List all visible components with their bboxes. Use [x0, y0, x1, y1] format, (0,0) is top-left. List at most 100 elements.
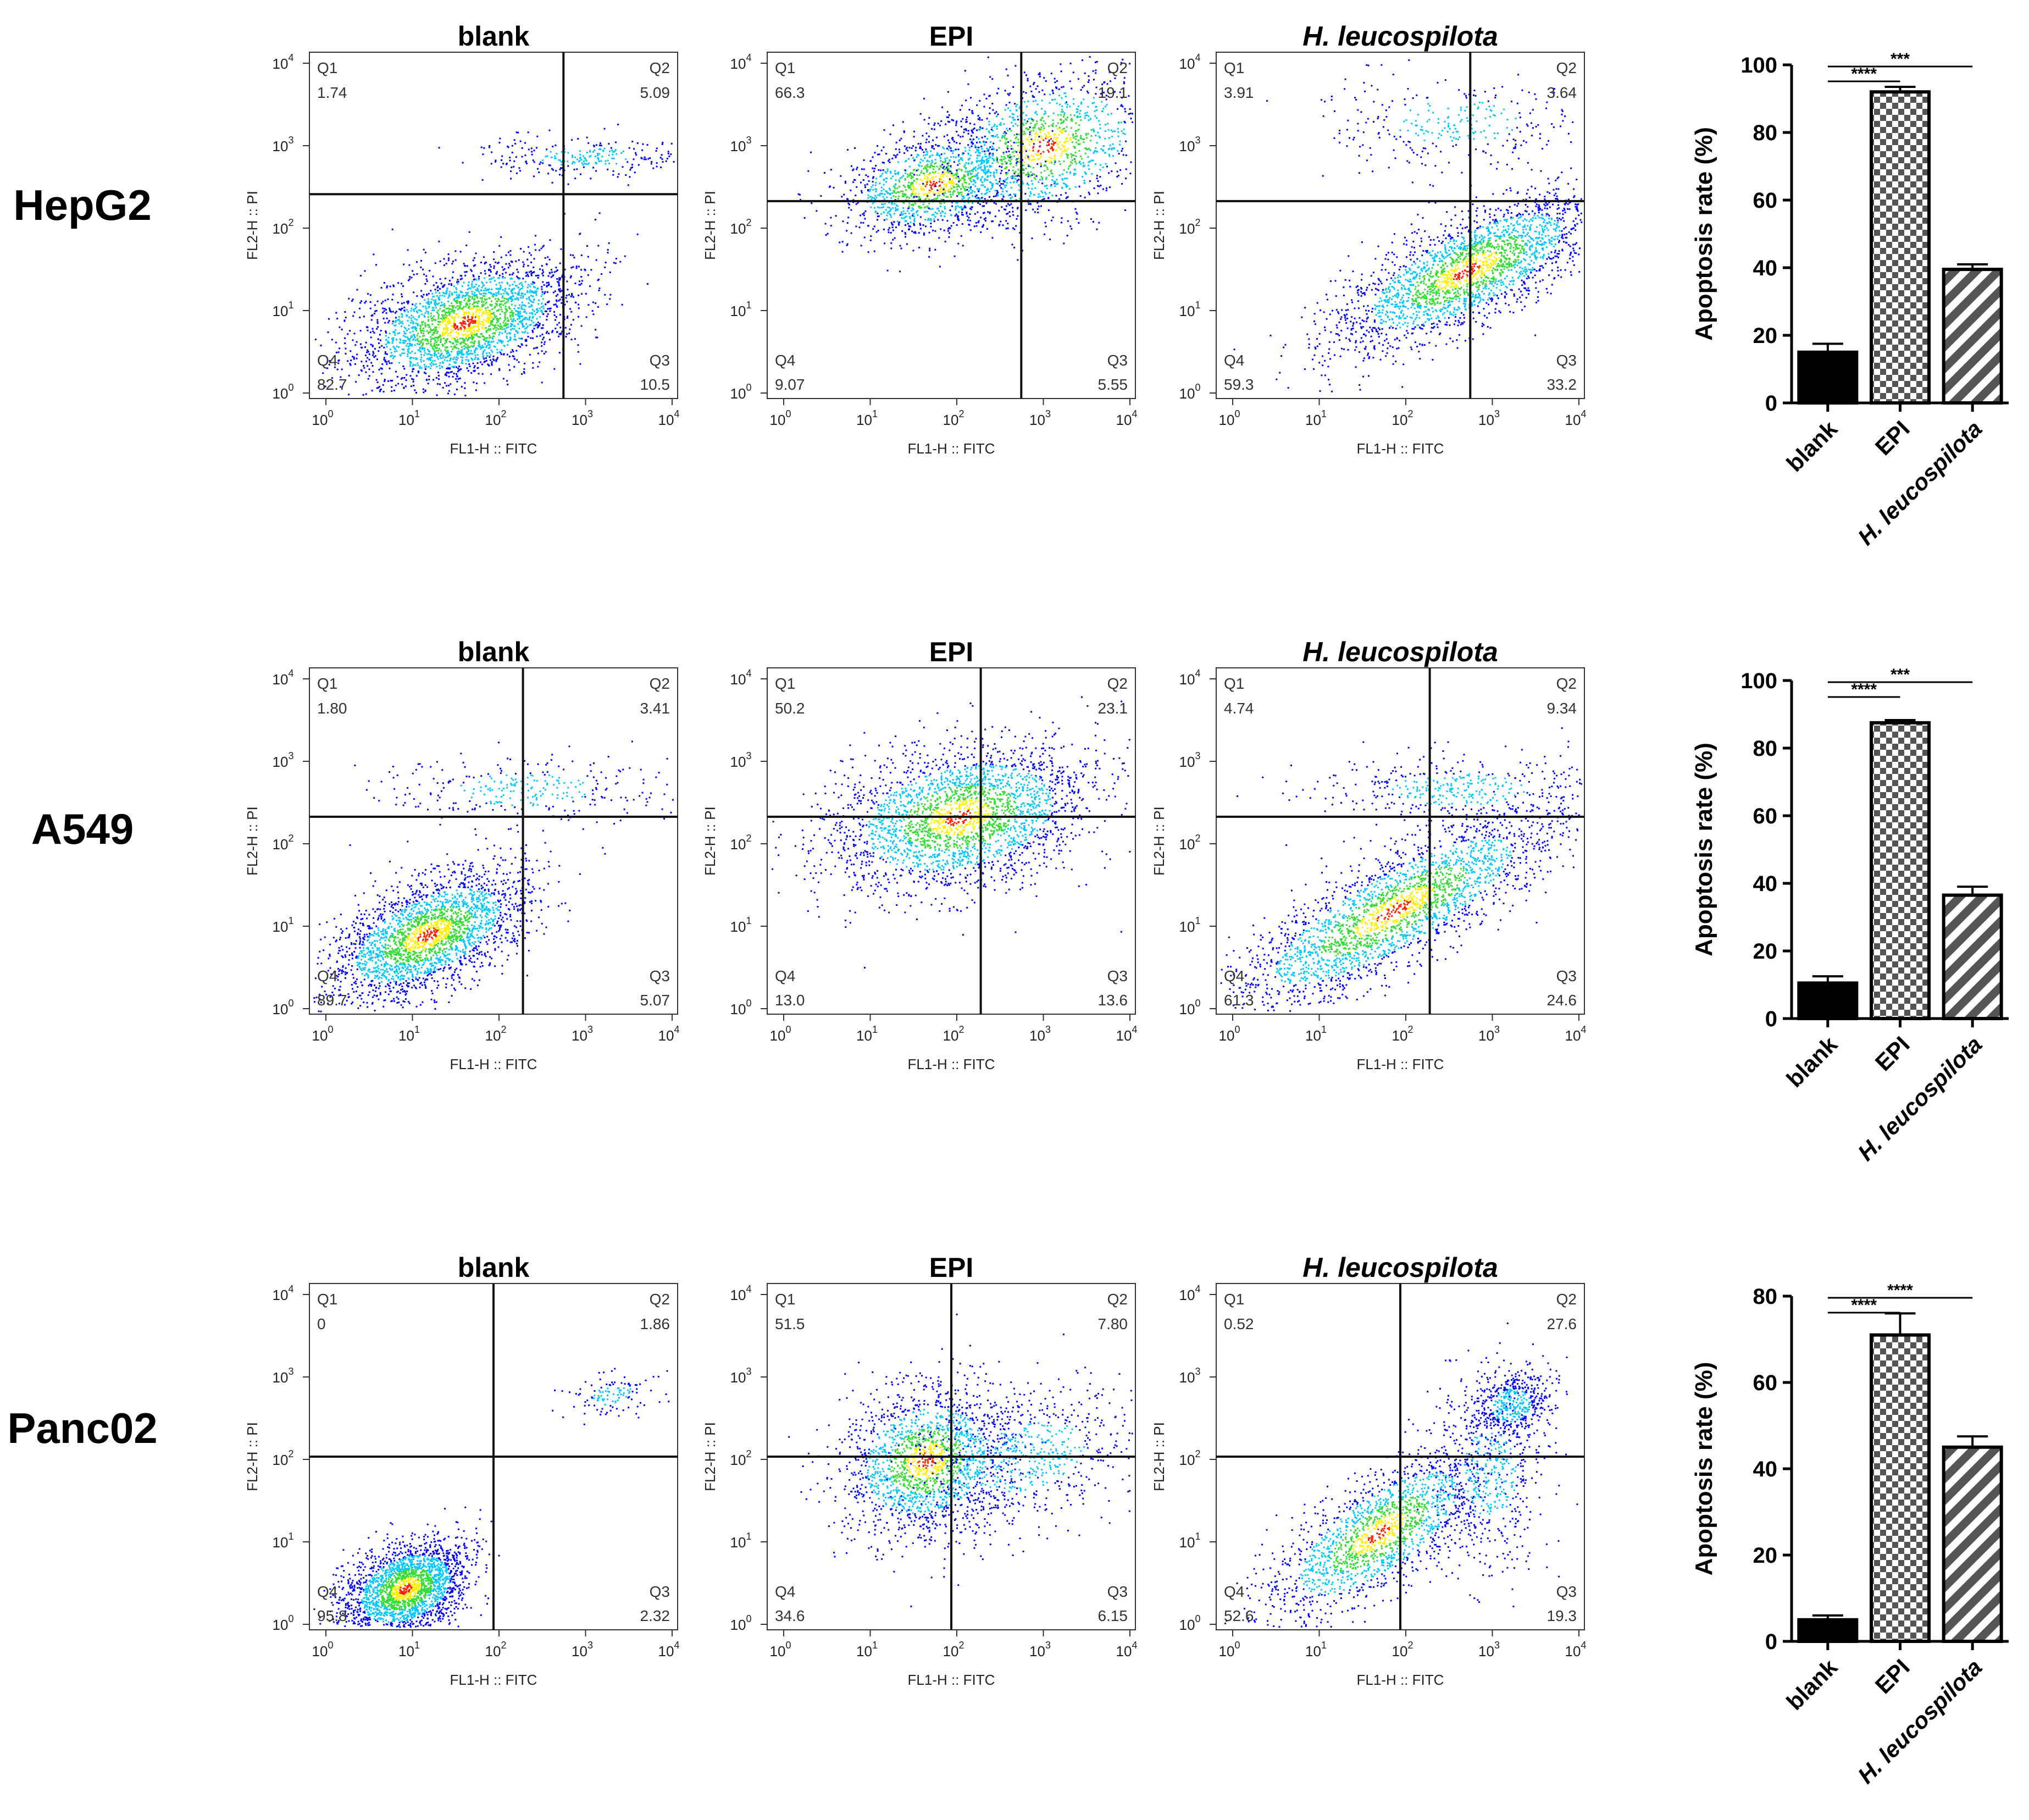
- event-dot: [575, 267, 578, 269]
- event-dot: [913, 169, 916, 171]
- event-dot: [958, 154, 960, 156]
- event-dot: [558, 281, 560, 283]
- event-dot: [860, 214, 861, 217]
- event-dot: [585, 160, 587, 162]
- event-dot: [422, 305, 424, 307]
- event-dot: [505, 330, 507, 332]
- event-dot: [446, 327, 448, 329]
- event-dot: [530, 274, 533, 276]
- event-dot: [939, 185, 941, 186]
- event-dot: [537, 326, 539, 328]
- event-dot: [919, 216, 922, 218]
- event-dot: [412, 327, 414, 329]
- event-dot: [495, 324, 497, 326]
- event-dot: [509, 339, 511, 341]
- event-dot: [1040, 205, 1042, 207]
- event-dot: [1069, 114, 1072, 116]
- event-dot: [574, 283, 576, 284]
- event-dot: [846, 222, 849, 224]
- event-dot: [474, 334, 476, 336]
- event-dot: [612, 170, 614, 172]
- event-dot: [578, 265, 580, 268]
- x-tick-exponent: 4: [674, 408, 679, 419]
- event-dot: [535, 275, 537, 277]
- event-dot: [916, 156, 918, 158]
- event-dot: [531, 312, 533, 314]
- event-dot: [995, 169, 997, 171]
- event-dot: [993, 174, 995, 176]
- event-dot: [401, 320, 403, 323]
- event-dot: [980, 163, 982, 165]
- event-dot: [501, 328, 503, 330]
- event-dot: [445, 317, 447, 318]
- event-dot: [935, 176, 937, 178]
- event-dot: [1014, 178, 1017, 180]
- event-dot: [497, 291, 499, 294]
- event-dot: [470, 357, 473, 359]
- x-tick-exponent: 2: [501, 408, 506, 419]
- event-dot: [492, 294, 494, 296]
- event-dot: [903, 184, 905, 186]
- event-dot: [481, 353, 484, 355]
- event-dot: [973, 180, 975, 182]
- event-dot: [462, 307, 464, 309]
- event-dot: [892, 195, 895, 197]
- event-dot: [480, 289, 482, 291]
- event-dot: [1052, 175, 1054, 178]
- event-dot: [489, 356, 491, 358]
- event-dot: [956, 120, 958, 123]
- event-dot: [1037, 158, 1039, 161]
- event-dot: [514, 292, 517, 294]
- event-dot: [1050, 160, 1052, 162]
- event-dot: [1087, 92, 1089, 94]
- event-dot: [900, 190, 902, 192]
- event-dot: [401, 325, 402, 328]
- event-dot: [443, 303, 445, 305]
- event-dot: [1002, 152, 1005, 154]
- event-dot: [468, 328, 470, 329]
- event-dot: [1017, 154, 1019, 156]
- event-dot: [1080, 103, 1083, 105]
- event-dot: [486, 345, 488, 347]
- event-dot: [526, 286, 529, 289]
- event-dot: [609, 271, 611, 273]
- event-dot: [1051, 173, 1054, 175]
- event-dot: [495, 329, 497, 331]
- event-dot: [515, 298, 517, 300]
- event-dot: [531, 329, 534, 331]
- event-dot: [917, 214, 919, 216]
- event-dot: [501, 300, 503, 302]
- event-dot: [1062, 146, 1065, 148]
- event-dot: [376, 321, 379, 323]
- event-dot: [1038, 150, 1040, 152]
- event-dot: [439, 383, 441, 385]
- event-dot: [816, 210, 818, 212]
- event-dot: [542, 327, 544, 329]
- event-dot: [1040, 156, 1042, 158]
- event-dot: [1009, 92, 1011, 95]
- event-dot: [1017, 141, 1019, 143]
- event-dot: [1077, 116, 1079, 118]
- event-dot: [433, 284, 435, 286]
- event-dot: [416, 319, 418, 321]
- event-dot: [537, 310, 539, 312]
- event-dot: [928, 156, 930, 158]
- event-dot: [571, 293, 573, 295]
- event-dot: [919, 113, 922, 115]
- event-dot: [449, 308, 451, 310]
- event-dot: [972, 132, 974, 134]
- event-dot: [414, 364, 417, 366]
- event-dot: [1088, 79, 1090, 81]
- event-dot: [496, 317, 498, 319]
- event-dot: [507, 344, 509, 346]
- event-dot: [522, 323, 523, 325]
- event-dot: [456, 299, 458, 301]
- event-dot: [517, 318, 519, 320]
- event-dot: [446, 339, 448, 341]
- event-dot: [994, 190, 996, 192]
- event-dot: [414, 336, 416, 339]
- event-dot: [913, 180, 916, 182]
- event-dot: [974, 151, 977, 153]
- event-dot: [397, 302, 399, 303]
- event-dot: [944, 168, 945, 170]
